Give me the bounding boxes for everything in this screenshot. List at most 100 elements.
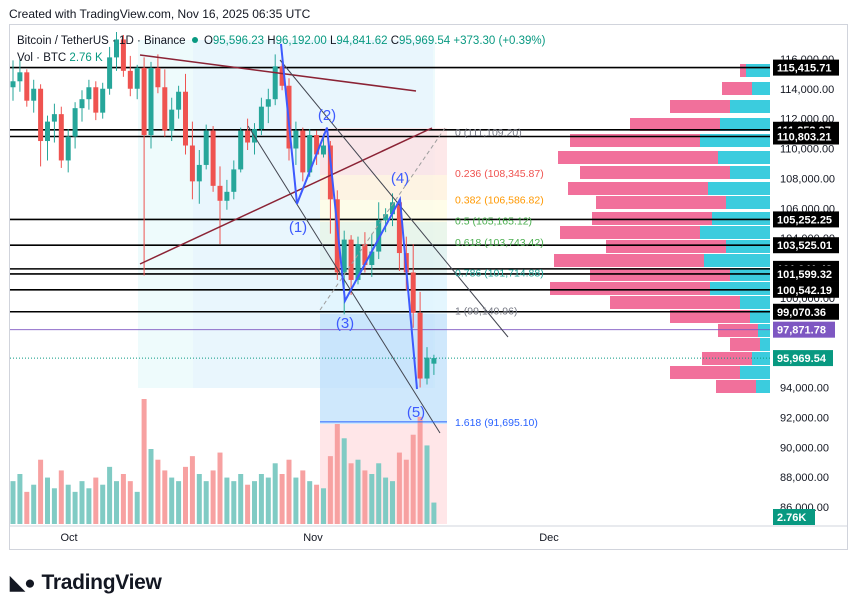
open-label: O: [203, 35, 213, 47]
candle-body: [120, 39, 126, 71]
candle-body: [390, 202, 395, 215]
volume-profile-up-bar: [704, 254, 770, 267]
candle-body: [279, 66, 285, 86]
volume-tag-label: 2.76K: [777, 512, 806, 524]
volume-label: Vol · BTC: [17, 52, 67, 64]
volume-profile-up-bar: [740, 366, 770, 379]
candle-body: [72, 108, 78, 137]
level-price-tag: [773, 128, 839, 145]
volume-profile-up-bar: [712, 212, 770, 225]
volume-bar: [217, 452, 223, 524]
volume-bar: [203, 481, 209, 524]
market-status-icon: [191, 37, 198, 43]
volume-profile-down-bar: [580, 166, 730, 179]
logo-text: TradingView: [41, 571, 162, 594]
volume-bar: [258, 474, 264, 524]
fib-zone-236: [320, 175, 447, 200]
candle-body: [410, 272, 416, 313]
fib-level-label: 0.5 (105,165.12): [455, 216, 532, 228]
price-axis-tick-label: 94,000.00: [780, 383, 829, 395]
volume-profile-down-bar: [670, 100, 730, 113]
volume-bar: [189, 456, 195, 524]
volume-profile-down-bar: [610, 296, 740, 309]
volume-bar: [107, 466, 113, 524]
symbol-legend[interactable]: Bitcoin / TetherUS · 1D · Binance O95,59…: [17, 35, 546, 47]
volume-bar: [390, 481, 395, 524]
channel-line-lower: [247, 125, 441, 434]
candle-body: [396, 202, 402, 254]
elliott-wave-label: (2): [318, 107, 336, 124]
volume-bar: [245, 484, 251, 524]
candle-body: [141, 67, 147, 136]
projection-dashed-line: [319, 127, 446, 311]
high-value: 96,192.00: [275, 35, 327, 47]
low-label: L: [329, 35, 337, 47]
candle-body: [224, 191, 230, 201]
volume-legend[interactable]: Vol · BTC 2.76 K: [17, 52, 103, 64]
volume-profile-up-bar: [746, 64, 770, 77]
candle-body: [307, 135, 313, 173]
fib-level-label: 1.618 (91,695.10): [455, 417, 538, 429]
chart-panel[interactable]: [9, 24, 848, 550]
volume-profile-up-bar: [726, 196, 770, 209]
volume-bar: [183, 466, 188, 524]
volume-profile-down-bar: [568, 182, 708, 195]
volume-profile-up-bar: [730, 166, 770, 179]
volume-bar: [114, 481, 119, 524]
fib-zone-382: [320, 200, 447, 222]
volume-bar: [210, 470, 216, 524]
volume-bar: [272, 463, 278, 524]
candle-body: [148, 67, 154, 136]
low-value: 94,841.62: [336, 35, 388, 47]
candle-body: [341, 239, 347, 273]
candle-body: [272, 66, 278, 100]
candle-body: [245, 130, 251, 143]
volume-bar: [100, 484, 106, 524]
marker-price-tag-label: 97,871.78: [777, 325, 826, 337]
price-axis-tick-label: 110,000.00: [780, 144, 834, 156]
price-axis-tick-label: 90,000.00: [780, 442, 829, 454]
volume-profile-down-bar: [592, 212, 712, 225]
volume-bar: [10, 481, 16, 524]
candle-body: [10, 81, 16, 88]
volume-bar: [376, 463, 382, 524]
volume-profile-down-bar: [722, 82, 752, 95]
volume-bar: [424, 445, 430, 524]
trendline-upper: [139, 54, 417, 92]
level-price-tag: [773, 303, 839, 320]
volume-bar: [231, 481, 237, 524]
level-price-tag: [773, 265, 839, 282]
tradingview-logo-icon: ◣●: [10, 573, 36, 594]
price-axis-tick-label: 108,000.00: [780, 173, 835, 185]
symbol-name[interactable]: Bitcoin / TetherUS · 1D · Binance: [17, 35, 186, 47]
candle-body: [362, 244, 368, 266]
candle-body: [79, 99, 85, 109]
candle-body: [162, 87, 168, 131]
candle-body: [183, 91, 188, 146]
volume-profile-up-bar: [758, 324, 770, 337]
change-value: +373.30 (+0.39%): [453, 35, 546, 47]
volume-profile-down-bar: [716, 380, 756, 393]
volume-bar: [307, 481, 313, 524]
volume-bar: [141, 399, 147, 524]
price-axis-tick-label: 92,000.00: [780, 412, 829, 424]
volume-bar: [327, 456, 333, 524]
tradingview-logo[interactable]: ◣● TradingView: [10, 571, 162, 595]
volume-bar: [321, 488, 326, 524]
candle-body: [189, 145, 195, 182]
candle-body: [169, 109, 175, 131]
volume-profile-up-bar: [720, 118, 770, 131]
time-axis-label: Dec: [539, 532, 559, 544]
time-axis-label: Nov: [303, 532, 323, 544]
candle-body: [238, 130, 244, 170]
candle-body: [231, 169, 237, 192]
candle-body: [348, 239, 354, 280]
candle-body: [24, 72, 30, 101]
level-price-tag: [773, 59, 839, 76]
volume-bar: [120, 474, 126, 524]
candle-body: [107, 57, 113, 89]
candle-body: [31, 88, 37, 101]
volume-profile-up-bar: [756, 380, 770, 393]
fib-level-label: 0.236 (108,345.87): [455, 168, 544, 180]
